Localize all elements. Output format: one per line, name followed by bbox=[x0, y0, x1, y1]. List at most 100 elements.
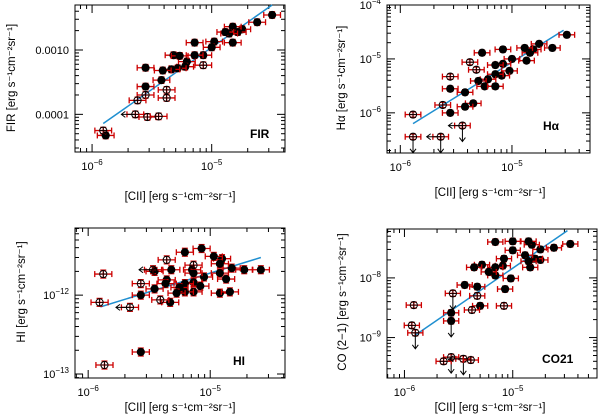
filled-marker bbox=[506, 274, 515, 283]
data-point-detection bbox=[153, 66, 172, 75]
data-point-detection bbox=[504, 246, 521, 255]
data-point-detection bbox=[465, 263, 483, 272]
data-point-detection bbox=[503, 54, 521, 64]
data-point-detection bbox=[220, 287, 240, 297]
plot-frame bbox=[74, 4, 286, 153]
panel-tag: FIR bbox=[250, 127, 270, 141]
data-point-nondetection bbox=[444, 289, 462, 311]
data-point-detection bbox=[156, 279, 175, 289]
y-tick-label: 10−5 bbox=[360, 51, 382, 66]
data-point-nondetection bbox=[462, 355, 480, 365]
data-point-nondetection bbox=[495, 301, 513, 310]
filled-marker bbox=[460, 102, 470, 111]
marker-cross bbox=[131, 110, 139, 118]
marker-cross bbox=[133, 96, 142, 104]
filled-marker bbox=[491, 263, 500, 272]
filled-marker bbox=[562, 30, 571, 39]
data-point-detection bbox=[486, 82, 504, 91]
filled-marker bbox=[228, 38, 237, 47]
data-point-detection bbox=[136, 82, 155, 91]
data-point-detection bbox=[175, 279, 195, 289]
data-point-detection bbox=[131, 347, 151, 357]
data-point-detection bbox=[516, 43, 534, 53]
filled-marker bbox=[256, 265, 265, 274]
data-point-detection bbox=[162, 265, 181, 275]
filled-marker bbox=[196, 282, 205, 291]
fit-line bbox=[414, 230, 568, 336]
marker-cross bbox=[458, 121, 467, 130]
filled-marker bbox=[141, 63, 150, 72]
x-tick-label: 10−5 bbox=[201, 158, 223, 173]
data-point-detection bbox=[456, 280, 473, 290]
filled-marker bbox=[491, 60, 500, 70]
data-point-detection bbox=[441, 108, 459, 117]
x-tick-label: 10−6 bbox=[77, 384, 99, 399]
data-point-detection bbox=[202, 43, 221, 52]
data-point-nondetection bbox=[157, 85, 176, 94]
y-tick-label: 0.0010 bbox=[35, 45, 69, 57]
x-tick-label: 10−6 bbox=[390, 159, 412, 174]
filled-marker bbox=[446, 84, 455, 93]
filled-marker bbox=[240, 265, 249, 274]
filled-marker bbox=[215, 259, 224, 268]
data-point-detection bbox=[456, 102, 474, 111]
filled-marker bbox=[484, 267, 493, 277]
filled-marker bbox=[222, 274, 231, 284]
filled-marker bbox=[221, 27, 230, 37]
x-axis-label: [CII] [erg s⁻¹cm⁻²sr⁻¹] bbox=[125, 402, 236, 414]
marker-cross bbox=[189, 261, 198, 269]
filled-marker bbox=[209, 252, 218, 261]
filled-marker bbox=[181, 62, 190, 71]
filled-marker bbox=[228, 22, 237, 31]
data-point-nondetection bbox=[434, 100, 452, 110]
data-point-detection bbox=[442, 308, 460, 317]
marker-cross bbox=[163, 86, 171, 94]
marker-cross bbox=[137, 280, 145, 288]
filled-marker bbox=[522, 56, 531, 65]
filled-marker bbox=[470, 263, 479, 272]
filled-marker bbox=[508, 237, 517, 246]
filled-marker bbox=[491, 271, 500, 280]
data-point-nondetection bbox=[441, 72, 459, 81]
filled-marker bbox=[549, 243, 559, 252]
marker-cross bbox=[446, 73, 454, 81]
y-tick-label: 10−4 bbox=[360, 0, 382, 12]
data-point-detection bbox=[441, 84, 459, 93]
filled-marker bbox=[158, 66, 167, 75]
data-point-nondetection bbox=[128, 96, 147, 105]
data-point-detection bbox=[248, 18, 267, 27]
marker-cross bbox=[156, 296, 164, 304]
marker-cross bbox=[449, 289, 457, 297]
marker-cross bbox=[199, 61, 207, 69]
filled-marker bbox=[536, 245, 545, 254]
data-point-detection bbox=[210, 268, 230, 278]
data-point-nondetection bbox=[95, 360, 114, 370]
data-point-detection bbox=[504, 237, 521, 246]
filled-marker bbox=[491, 82, 500, 91]
data-point-detection bbox=[192, 243, 211, 254]
data-point-detection bbox=[210, 288, 230, 298]
y-tick-label: 10−8 bbox=[360, 270, 382, 285]
data-point-nondetection bbox=[404, 110, 422, 119]
x-axis-label: [CII] [erg s⁻¹cm⁻²sr⁻¹] bbox=[435, 187, 546, 199]
filled-marker bbox=[161, 279, 170, 288]
data-point-detection bbox=[131, 290, 151, 300]
data-point-nondetection bbox=[463, 305, 481, 315]
data-point-nondetection bbox=[447, 121, 471, 143]
y-axis-label: HI [erg s⁻¹cm⁻²sr⁻¹] bbox=[16, 241, 28, 342]
data-point-detection bbox=[185, 51, 204, 60]
y-axis-label: FIR [erg s⁻¹cm⁻²sr⁻¹] bbox=[6, 24, 18, 132]
marker-cross bbox=[472, 66, 480, 74]
data-point-detection bbox=[480, 267, 497, 277]
data-point-nondetection bbox=[151, 295, 170, 305]
data-point-detection bbox=[152, 76, 171, 85]
data-point-detection bbox=[235, 265, 254, 275]
panel-fir: [CII] [erg s⁻¹cm⁻²sr⁻¹] FIR [erg s⁻¹cm⁻²… bbox=[6, 4, 286, 203]
marker-cross bbox=[437, 133, 445, 141]
panel-tag: HI bbox=[233, 354, 245, 368]
filled-marker bbox=[460, 88, 470, 97]
fit-line bbox=[100, 256, 262, 308]
filled-marker bbox=[525, 48, 535, 57]
marker-cross bbox=[410, 301, 418, 309]
